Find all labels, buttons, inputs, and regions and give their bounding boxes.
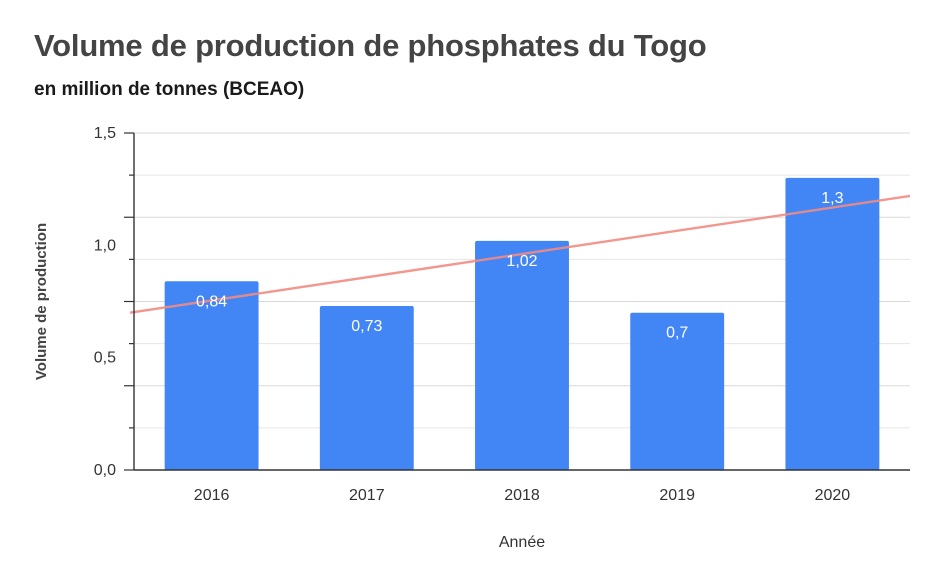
trendline — [129, 194, 911, 314]
y-tick-label: 0,0 — [94, 462, 116, 479]
x-tick-label: 2017 — [349, 487, 385, 504]
data-label-2016: 0,84 — [196, 293, 227, 310]
chart-title: Volume de production de phosphates du To… — [34, 28, 707, 63]
data-label-2017: 0,73 — [351, 318, 382, 335]
x-axis-title: Année — [499, 534, 545, 551]
bar-2017 — [319, 305, 414, 470]
trendline-layer — [129, 194, 911, 314]
axes: 0,0 0,5 1,0 1,5 2016 2017 2018 2019 2020 — [94, 125, 910, 504]
y-tick-label: 1,5 — [94, 125, 116, 142]
data-label-2018: 1,02 — [506, 253, 537, 270]
data-label-2020: 1,3 — [821, 190, 843, 207]
y-axis-title: Volume de production — [33, 223, 50, 380]
chart-subtitle: en million de tonnes (BCEAO) — [34, 79, 305, 100]
bar-2018 — [475, 240, 569, 470]
bar-2020 — [785, 177, 880, 470]
x-tick-label: 2016 — [194, 487, 230, 504]
data-labels: 0,84 0,73 1,02 0,7 1,3 — [196, 190, 844, 342]
bar-2016 — [164, 281, 259, 470]
y-tick-label: 1,0 — [94, 237, 116, 254]
x-tick-label: 2018 — [504, 487, 540, 504]
bar-2019 — [630, 312, 725, 470]
x-tick-label: 2020 — [815, 487, 851, 504]
y-tick-label: 0,5 — [94, 350, 116, 367]
x-tick-label: 2019 — [659, 487, 695, 504]
bars — [164, 177, 880, 470]
data-label-2019: 0,7 — [666, 325, 688, 342]
